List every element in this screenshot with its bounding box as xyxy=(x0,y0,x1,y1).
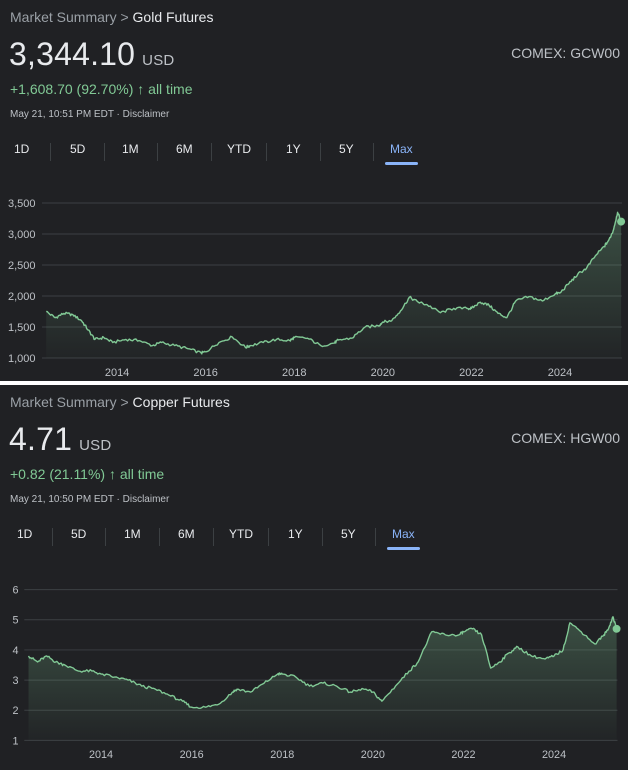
breadcrumb: Market Summary > Copper Futures xyxy=(10,394,230,410)
price-value: 3,344.10 xyxy=(9,36,136,72)
x-tick-label: 2020 xyxy=(371,367,395,379)
tab-6m[interactable]: 6M xyxy=(178,527,195,541)
tab-1y[interactable]: 1Y xyxy=(286,142,301,156)
change-period: all time xyxy=(119,466,165,482)
tab-5d[interactable]: 5D xyxy=(70,142,86,156)
gold-futures-panel: Market Summary > Gold Futures 3,344.10 US… xyxy=(0,0,628,381)
price-block: 4.71 USD xyxy=(9,421,111,458)
tab-1m[interactable]: 1M xyxy=(124,527,141,541)
tab-1y[interactable]: 1Y xyxy=(288,527,303,541)
tab-max[interactable]: Max xyxy=(385,142,418,165)
x-tick-label: 2024 xyxy=(548,367,572,379)
y-tick-label: 3,000 xyxy=(8,229,36,241)
y-tick-label: 1,500 xyxy=(8,322,36,334)
current-price-dot xyxy=(617,217,626,226)
price-currency: USD xyxy=(142,52,175,69)
series-area-fill xyxy=(28,616,617,741)
timestamp-disclaimer[interactable]: May 21, 10:50 PM EDT · Disclaimer xyxy=(10,494,170,505)
breadcrumb-separator: > xyxy=(120,9,129,25)
tab-divider xyxy=(157,143,158,161)
breadcrumb: Market Summary > Gold Futures xyxy=(10,9,213,25)
tab-divider xyxy=(320,143,321,161)
change-value: +1,608.70 (92.70%) xyxy=(10,81,134,97)
tab-divider xyxy=(52,528,53,546)
y-tick-label: 4 xyxy=(12,645,18,657)
tab-divider xyxy=(373,143,374,161)
x-tick-label: 2014 xyxy=(105,367,129,379)
y-tick-label: 1 xyxy=(12,735,18,747)
tab-divider xyxy=(213,528,214,546)
tab-divider xyxy=(322,528,323,546)
copper-price-chart: 1 2 3 4 5 6 2014 2016 2018 2020 2022 2024 xyxy=(12,585,621,761)
tab-divider xyxy=(375,528,376,546)
breadcrumb-current: Copper Futures xyxy=(132,394,230,410)
x-tick-label: 2016 xyxy=(193,367,217,379)
tab-divider xyxy=(105,528,106,546)
tab-ytd[interactable]: YTD xyxy=(227,142,251,156)
exchange-ticker: COMEX: GCW00 xyxy=(511,45,620,61)
y-tick-label: 3 xyxy=(12,675,18,687)
price-value: 4.71 xyxy=(9,421,73,457)
range-tabs: 1D 5D 1M 6M YTD 1Y 5Y Max xyxy=(0,142,628,168)
y-tick-label: 5 xyxy=(12,615,18,627)
change-value: +0.82 (21.11%) xyxy=(10,466,106,482)
tab-divider xyxy=(50,143,51,161)
arrow-up-icon: ↑ xyxy=(137,81,145,97)
x-tick-label: 2018 xyxy=(282,367,306,379)
tab-1m[interactable]: 1M xyxy=(122,142,139,156)
breadcrumb-current: Gold Futures xyxy=(132,9,214,25)
y-tick-label: 2,500 xyxy=(8,260,36,272)
breadcrumb-root-link[interactable]: Market Summary xyxy=(10,394,117,410)
series-area-fill xyxy=(46,212,622,358)
series-line xyxy=(46,211,622,355)
tab-5y[interactable]: 5Y xyxy=(339,142,354,156)
x-tick-label: 2022 xyxy=(459,367,483,379)
y-tick-label: 2,000 xyxy=(8,291,36,303)
gold-price-chart: 1,000 1,500 2,000 2,500 3,000 3,500 2014 2016 20… xyxy=(8,198,626,379)
y-tick-label: 2 xyxy=(12,705,18,717)
breadcrumb-separator: > xyxy=(120,394,129,410)
x-tick-label: 2022 xyxy=(451,749,475,761)
x-tick-label: 2024 xyxy=(542,749,566,761)
y-tick-label: 3,500 xyxy=(8,198,36,210)
range-tabs: 1D 5D 1M 6M YTD 1Y 5Y Max xyxy=(0,527,628,553)
series-line xyxy=(27,616,618,710)
change-period: all time xyxy=(148,81,193,97)
tab-divider xyxy=(211,143,212,161)
x-tick-label: 2020 xyxy=(361,749,385,761)
price-change: +0.82 (21.11%) ↑ all time xyxy=(10,466,164,482)
copper-futures-panel: Market Summary > Copper Futures 4.71 USD … xyxy=(0,385,628,770)
current-price-dot xyxy=(612,624,621,633)
y-tick-label: 1,000 xyxy=(8,353,36,365)
tab-divider xyxy=(266,143,267,161)
arrow-up-icon: ↑ xyxy=(108,466,116,482)
tab-divider xyxy=(104,143,105,161)
breadcrumb-root-link[interactable]: Market Summary xyxy=(10,9,117,25)
tab-1d[interactable]: 1D xyxy=(14,142,30,156)
x-tick-label: 2016 xyxy=(180,749,204,761)
tab-ytd[interactable]: YTD xyxy=(229,527,253,541)
tab-divider xyxy=(159,528,160,546)
tab-5d[interactable]: 5D xyxy=(71,527,87,541)
timestamp-disclaimer[interactable]: May 21, 10:51 PM EDT · Disclaimer xyxy=(10,109,170,120)
price-change: +1,608.70 (92.70%) ↑ all time xyxy=(10,81,193,97)
tab-divider xyxy=(268,528,269,546)
tab-1d[interactable]: 1D xyxy=(17,527,33,541)
x-tick-label: 2018 xyxy=(270,749,294,761)
tab-5y[interactable]: 5Y xyxy=(341,527,356,541)
x-tick-label: 2014 xyxy=(89,749,113,761)
tab-6m[interactable]: 6M xyxy=(176,142,193,156)
y-tick-label: 6 xyxy=(12,585,18,597)
price-currency: USD xyxy=(79,437,112,454)
exchange-ticker: COMEX: HGW00 xyxy=(511,430,620,446)
price-block: 3,344.10 USD xyxy=(9,36,174,73)
tab-max[interactable]: Max xyxy=(387,527,420,550)
